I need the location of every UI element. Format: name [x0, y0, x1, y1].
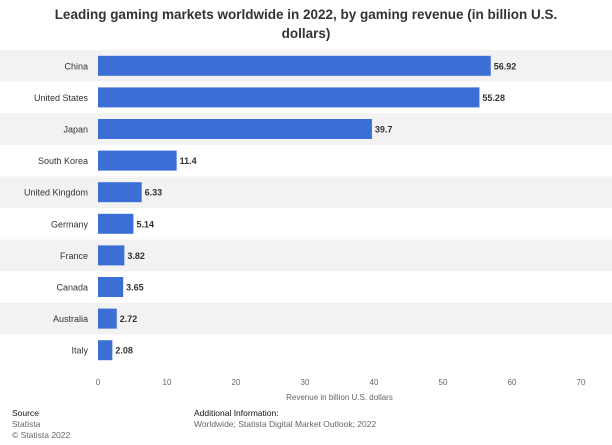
bar	[98, 340, 113, 361]
chart-title-line-1: Leading gaming markets worldwide in 2022…	[54, 7, 558, 22]
value-label: 55.28	[482, 93, 505, 103]
bar	[98, 119, 372, 139]
category-label: Canada	[56, 283, 88, 293]
additional-info-block: Additional Information: Worldwide; Stati…	[194, 408, 376, 430]
category-label: France	[60, 251, 88, 261]
value-label: 2.72	[120, 314, 138, 324]
source-block: Source Statista © Statista 2022	[12, 408, 70, 441]
category-label: South Korea	[38, 156, 88, 166]
x-axis-label: Revenue in billion U.S. dollars	[286, 393, 393, 402]
category-label: United States	[34, 93, 89, 103]
value-label: 6.33	[145, 188, 163, 198]
value-label: 3.82	[127, 251, 145, 261]
category-label: United Kingdom	[24, 188, 88, 198]
chart-title: Leading gaming markets worldwide in 2022…	[40, 5, 572, 43]
x-tick-label: 70	[577, 378, 586, 387]
value-label: 11.4	[180, 156, 197, 166]
x-tick-label: 20	[232, 378, 241, 387]
source-line-1: Statista	[12, 419, 41, 429]
x-tick-label: 50	[439, 378, 448, 387]
bar	[98, 308, 117, 329]
bar	[98, 277, 124, 297]
bar	[98, 182, 142, 203]
value-label: 3.65	[126, 283, 144, 293]
category-label: China	[64, 61, 88, 71]
x-tick-label: 40	[370, 378, 379, 387]
additional-info-label: Additional Information:	[194, 408, 279, 418]
category-label: Australia	[53, 314, 88, 324]
category-label: Japan	[63, 125, 88, 135]
row-band	[0, 302, 612, 335]
source-label: Source	[12, 408, 39, 418]
bar	[98, 213, 134, 234]
bar	[98, 87, 480, 108]
x-tick-label: 60	[508, 378, 517, 387]
bar	[98, 150, 177, 171]
value-label: 2.08	[115, 346, 133, 356]
category-label: Germany	[51, 219, 89, 229]
value-label: 39.7	[375, 125, 393, 135]
bar	[98, 245, 125, 266]
bar	[98, 55, 491, 76]
row-band	[0, 176, 612, 208]
value-label: 56.92	[494, 61, 517, 71]
x-tick-label: 0	[96, 378, 101, 387]
additional-info-text: Worldwide; Statista Digital Market Outlo…	[194, 419, 377, 429]
source-line-2: © Statista 2022	[12, 430, 71, 440]
category-label: Italy	[71, 346, 88, 356]
x-tick-label: 30	[301, 378, 310, 387]
row-band	[0, 239, 612, 272]
x-tick-label: 10	[163, 378, 172, 387]
chart-title-line-2: dollars)	[281, 26, 331, 41]
value-label: 5.14	[136, 219, 154, 229]
